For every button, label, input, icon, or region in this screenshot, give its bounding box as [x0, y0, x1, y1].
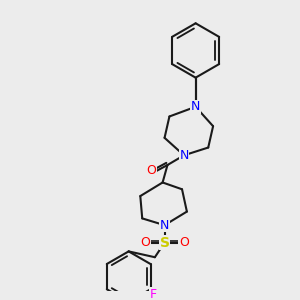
- Text: O: O: [179, 236, 189, 249]
- Text: N: N: [179, 149, 189, 162]
- Text: N: N: [191, 100, 200, 113]
- Text: N: N: [160, 219, 169, 232]
- Text: F: F: [150, 288, 157, 300]
- Text: O: O: [140, 236, 150, 249]
- Text: S: S: [160, 236, 170, 250]
- Text: O: O: [146, 164, 156, 177]
